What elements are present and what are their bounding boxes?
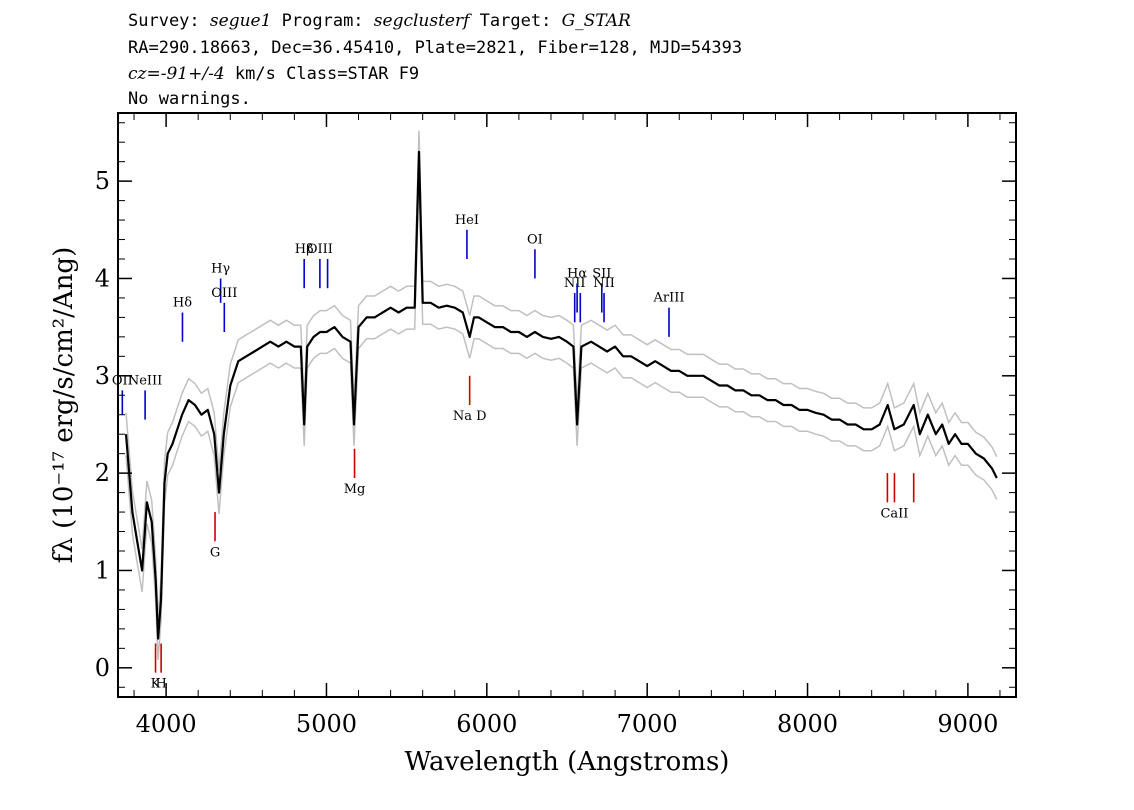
x-axis-title: Wavelength (Angstroms) [405,747,730,777]
error-band-lower [125,173,998,661]
axis-ticks: 4000 5000 6000 7000 8000 9000 0 1 2 3 4 5 [95,113,1016,738]
spectral-line-label: OIII [307,242,333,257]
spectral-line-label: H [155,677,166,692]
cz-value: -91+/-4 [160,64,225,84]
spectral-line-label: Hγ [211,261,230,276]
x-tick-label: 8000 [777,710,838,738]
spectral-line-label: G [210,545,220,560]
program-label: Program: [281,11,364,31]
cz-unit: km/s [234,64,276,84]
spectral-line-label: Hβ [295,242,314,257]
cz-label: cz= [128,64,161,84]
spectral-line-label: HeI [455,213,479,228]
y-axis-title: fλ (10⁻¹⁷ erg/s/cm²/Ang) [49,247,79,563]
spectral-line-label: SII [592,266,611,281]
error-band [125,130,998,661]
header-line-2: RA=290.18663, Dec=36.45410, Plate=2821, … [128,38,743,58]
x-tick-label: 9000 [937,710,998,738]
spectral-line-label: OI [527,232,543,247]
x-tick-label: 7000 [617,710,678,738]
spectral-line-label: Na D [453,409,487,424]
header-line-3: cz=-91+/-4 km/s Class=STAR F9 [128,64,419,84]
y-tick-label: 4 [95,264,110,292]
flux-line [124,150,998,640]
error-band-upper [125,130,998,618]
y-tick-label: 0 [95,654,110,682]
spectral-line-label: Hδ [173,296,192,311]
y-tick-label: 2 [95,459,110,487]
spectral-line-label: NII [564,276,586,291]
target-value: G_STAR [561,11,631,31]
survey-label: Survey: [128,11,200,31]
spectral-line-label: NII [593,276,615,291]
survey-value: segue1 [209,11,272,31]
class-text: Class=STAR F9 [286,64,420,84]
x-tick-label: 4000 [136,710,197,738]
x-tick-label: 6000 [456,710,517,738]
program-value: segclusterf [373,11,470,31]
x-tick-label: 5000 [296,710,357,738]
header-line-1: Survey: segue1 Program: segclusterf Targ… [128,11,631,31]
plot-frame [117,112,1017,698]
spectral-line-label: Mg [344,482,366,497]
spectral-line-label: Hα [567,266,587,281]
y-tick-label: 1 [95,556,110,584]
spectral-line-label: ArIII [652,291,684,306]
spectral-line-label: NeIII [128,373,162,388]
y-tick-label: 5 [95,167,110,195]
header-line-4: No warnings. [128,89,251,109]
y-tick-label: 3 [95,362,110,390]
spectral-line-label: CaII [880,506,908,521]
spectral-line-label: K [151,677,161,692]
target-label: Target: [479,11,552,31]
flux-series [124,150,998,640]
spectral-line-label: OIII [211,286,237,301]
